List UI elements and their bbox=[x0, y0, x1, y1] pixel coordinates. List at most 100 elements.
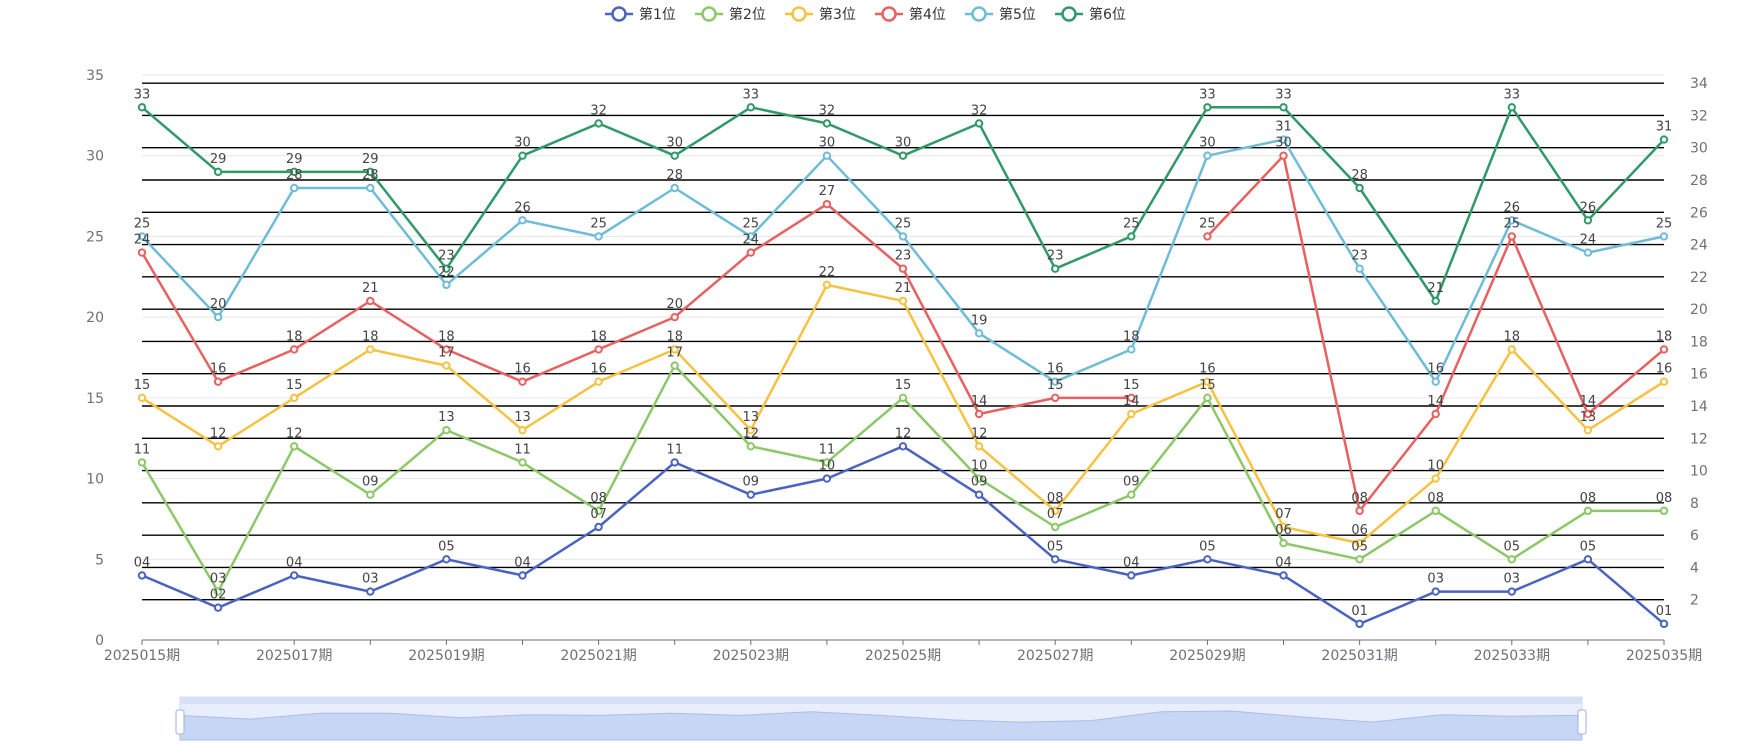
data-point-5[interactable] bbox=[746, 232, 755, 241]
data-point-1[interactable] bbox=[594, 522, 603, 532]
legend-item-6[interactable]: 第6位 bbox=[1055, 6, 1126, 23]
data-point-3[interactable] bbox=[1659, 377, 1669, 386]
data-point-1[interactable] bbox=[1507, 587, 1517, 596]
data-point-1[interactable] bbox=[1431, 587, 1440, 596]
data-point-3[interactable] bbox=[1127, 409, 1136, 419]
data-point-3[interactable] bbox=[746, 425, 755, 435]
data-point-4[interactable] bbox=[746, 248, 755, 257]
data-point-5[interactable] bbox=[290, 183, 299, 193]
data-point-3[interactable] bbox=[213, 442, 223, 451]
data-point-1[interactable] bbox=[1583, 555, 1593, 564]
data-point-5[interactable] bbox=[1431, 377, 1440, 386]
data-point-3[interactable] bbox=[1431, 474, 1440, 483]
data-point-5[interactable] bbox=[1051, 377, 1060, 386]
data-point-6[interactable] bbox=[366, 167, 375, 177]
data-point-2[interactable] bbox=[898, 393, 908, 403]
data-point-3[interactable] bbox=[366, 345, 375, 354]
data-point-6[interactable] bbox=[518, 151, 527, 160]
data-point-3[interactable] bbox=[1507, 345, 1517, 354]
data-point-2[interactable] bbox=[1507, 555, 1517, 564]
data-point-5[interactable] bbox=[974, 329, 984, 338]
data-zoom-slider[interactable] bbox=[175, 696, 1587, 741]
data-point-1[interactable] bbox=[366, 587, 375, 596]
data-point-5[interactable] bbox=[898, 232, 908, 241]
data-point-2[interactable] bbox=[518, 458, 527, 467]
data-point-1[interactable] bbox=[974, 490, 984, 499]
data-point-4[interactable] bbox=[1431, 409, 1440, 419]
data-point-5[interactable] bbox=[1355, 264, 1364, 273]
data-point-1[interactable] bbox=[290, 571, 299, 580]
data-point-5[interactable] bbox=[1279, 135, 1288, 144]
data-point-2[interactable] bbox=[290, 442, 299, 451]
data-point-4[interactable] bbox=[366, 296, 375, 306]
data-point-6[interactable] bbox=[1507, 103, 1517, 112]
data-point-5[interactable] bbox=[1583, 248, 1593, 257]
data-point-1[interactable] bbox=[518, 571, 527, 580]
data-point-5[interactable] bbox=[1659, 232, 1669, 241]
data-point-4[interactable] bbox=[1203, 232, 1212, 241]
data-point-5[interactable] bbox=[594, 232, 603, 241]
data-point-4[interactable] bbox=[670, 312, 679, 322]
data-point-6[interactable] bbox=[1431, 296, 1440, 306]
data-point-6[interactable] bbox=[137, 103, 147, 112]
data-point-4[interactable] bbox=[442, 345, 451, 354]
data-point-6[interactable] bbox=[1659, 135, 1669, 144]
data-point-4[interactable] bbox=[1583, 409, 1593, 419]
data-point-6[interactable] bbox=[898, 151, 908, 160]
data-point-6[interactable] bbox=[670, 151, 679, 160]
data-point-1[interactable] bbox=[137, 571, 147, 580]
data-point-2[interactable] bbox=[974, 474, 984, 483]
zoom-right-handle[interactable] bbox=[1577, 709, 1587, 735]
data-point-4[interactable] bbox=[898, 264, 908, 273]
data-point-5[interactable] bbox=[137, 232, 147, 241]
data-point-6[interactable] bbox=[213, 167, 223, 177]
data-point-3[interactable] bbox=[670, 345, 679, 354]
data-point-2[interactable] bbox=[670, 361, 679, 370]
data-point-3[interactable] bbox=[594, 377, 603, 386]
data-point-3[interactable] bbox=[1203, 377, 1212, 386]
legend-item-3[interactable]: 第3位 bbox=[785, 6, 856, 23]
data-point-4[interactable] bbox=[1355, 506, 1364, 516]
data-point-5[interactable] bbox=[1127, 345, 1136, 354]
data-point-2[interactable] bbox=[1355, 555, 1364, 564]
data-point-4[interactable] bbox=[594, 345, 603, 354]
data-point-4[interactable] bbox=[213, 377, 223, 386]
data-point-5[interactable] bbox=[213, 312, 223, 322]
data-point-1[interactable] bbox=[822, 474, 832, 483]
data-point-6[interactable] bbox=[1203, 103, 1212, 112]
data-point-1[interactable] bbox=[442, 555, 451, 564]
legend-item-4[interactable]: 第4位 bbox=[875, 6, 946, 23]
data-point-2[interactable] bbox=[822, 458, 832, 467]
legend-item-2[interactable]: 第2位 bbox=[695, 6, 766, 23]
data-point-4[interactable] bbox=[290, 345, 299, 354]
data-point-2[interactable] bbox=[1279, 538, 1288, 548]
zoom-top-bar[interactable] bbox=[180, 697, 1582, 704]
data-point-1[interactable] bbox=[1203, 555, 1212, 564]
data-point-1[interactable] bbox=[1355, 619, 1364, 629]
data-point-2[interactable] bbox=[1431, 506, 1440, 516]
data-point-5[interactable] bbox=[1203, 151, 1212, 160]
data-point-6[interactable] bbox=[1051, 264, 1060, 273]
legend-item-1[interactable]: 第1位 bbox=[605, 6, 676, 23]
data-point-6[interactable] bbox=[1279, 103, 1288, 112]
data-point-3[interactable] bbox=[1051, 506, 1060, 516]
data-point-6[interactable] bbox=[822, 119, 832, 128]
data-point-6[interactable] bbox=[974, 119, 984, 128]
data-point-5[interactable] bbox=[442, 280, 451, 290]
data-point-4[interactable] bbox=[1279, 151, 1288, 160]
data-point-5[interactable] bbox=[670, 183, 679, 193]
data-point-2[interactable] bbox=[746, 442, 755, 451]
data-point-2[interactable] bbox=[366, 490, 375, 499]
data-point-3[interactable] bbox=[442, 361, 451, 370]
data-point-5[interactable] bbox=[518, 216, 527, 225]
data-point-4[interactable] bbox=[1659, 345, 1669, 354]
data-point-1[interactable] bbox=[1127, 571, 1136, 580]
data-point-3[interactable] bbox=[290, 393, 299, 403]
data-point-3[interactable] bbox=[822, 280, 832, 290]
data-point-1[interactable] bbox=[213, 603, 223, 612]
data-point-4[interactable] bbox=[137, 248, 147, 257]
data-point-6[interactable] bbox=[746, 103, 755, 112]
data-point-6[interactable] bbox=[442, 264, 451, 273]
data-point-4[interactable] bbox=[1507, 232, 1517, 241]
data-point-1[interactable] bbox=[746, 490, 755, 499]
